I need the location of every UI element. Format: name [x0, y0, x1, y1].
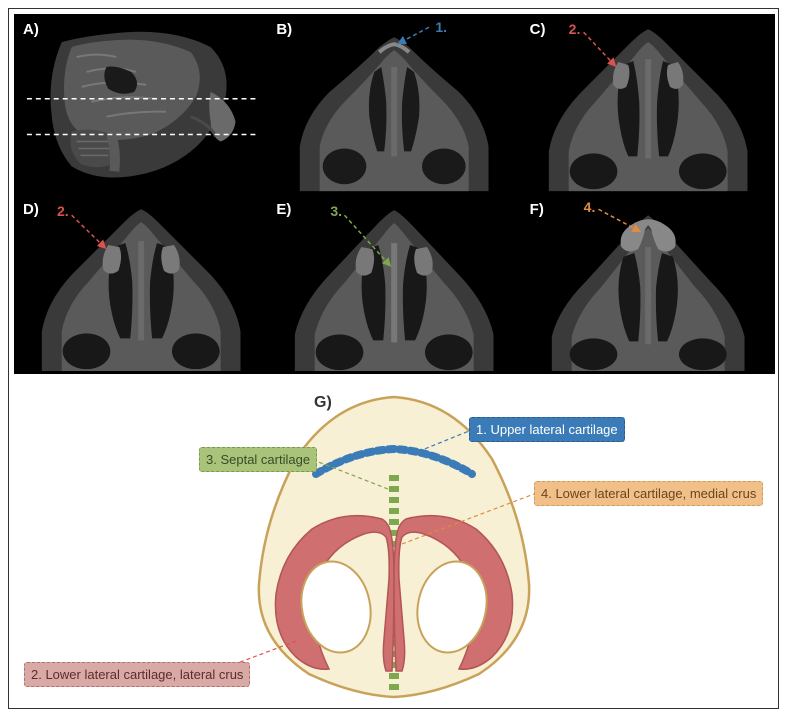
panel-label-a: A) — [23, 21, 39, 38]
mri-axial-c — [524, 17, 772, 192]
mri-sagittal — [17, 17, 265, 192]
panel-a: A) — [17, 17, 265, 192]
legend-upper-lateral: 1. Upper lateral cartilage — [469, 417, 625, 442]
annotation-c: 2. — [569, 21, 581, 37]
panel-f: F) 4. — [524, 197, 772, 372]
annotation-e: 3. — [330, 203, 342, 219]
mri-axial-b — [270, 17, 518, 192]
panel-label-g: G) — [314, 394, 332, 412]
mri-axial-e — [270, 197, 518, 372]
nose-schematic — [14, 379, 775, 705]
mri-axial-f — [524, 197, 772, 372]
panel-g: G) 1. Upper lateral cartilage 3. Septal … — [14, 379, 775, 705]
panel-label-d: D) — [23, 201, 39, 218]
panel-label-e: E) — [276, 201, 291, 218]
legend-medial: 4. Lower lateral cartilage, medial crus — [534, 481, 763, 506]
panel-label-b: B) — [276, 21, 292, 38]
panel-b: B) 1. — [270, 17, 518, 192]
legend-lower-lateral: 2. Lower lateral cartilage, lateral crus — [24, 662, 250, 687]
mri-axial-d — [17, 197, 265, 372]
figure-container: A) — [8, 8, 779, 709]
panel-d: D) 2. — [17, 197, 265, 372]
panel-label-f: F) — [530, 201, 544, 218]
annotation-d: 2. — [57, 203, 69, 219]
annotation-b: 1. — [435, 19, 447, 35]
panel-e: E) 3. — [270, 197, 518, 372]
mri-grid: A) — [14, 14, 775, 374]
legend-septal: 3. Septal cartilage — [199, 447, 317, 472]
panel-c: C) 2. — [524, 17, 772, 192]
annotation-f: 4. — [584, 199, 596, 215]
panel-label-c: C) — [530, 21, 546, 38]
